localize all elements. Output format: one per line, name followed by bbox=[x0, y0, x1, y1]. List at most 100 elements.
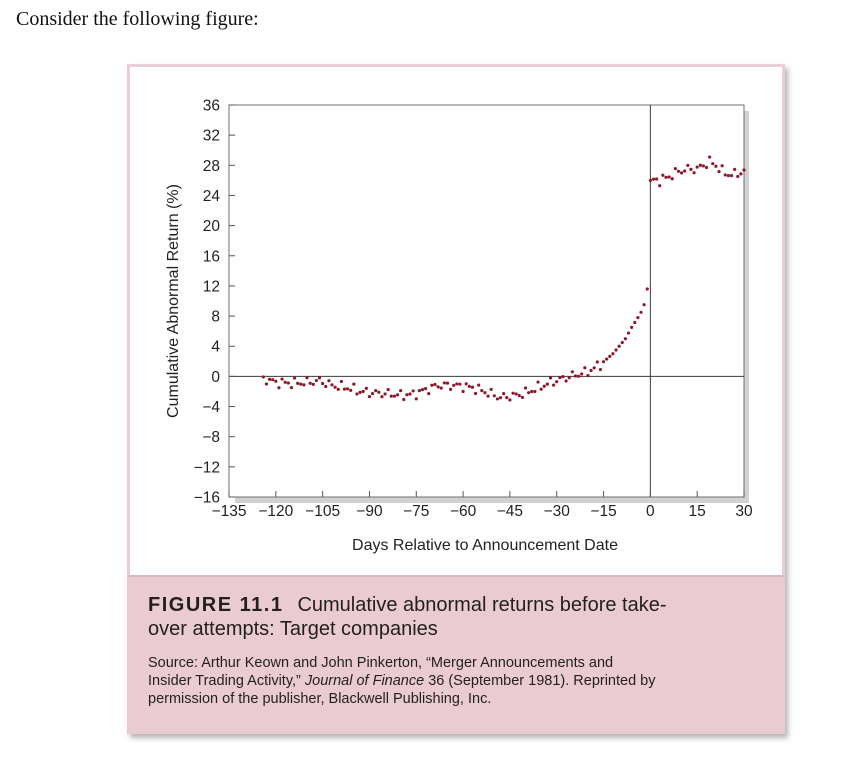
data-point bbox=[498, 396, 503, 400]
data-point bbox=[370, 392, 375, 396]
x-tick-label: −75 bbox=[403, 503, 429, 520]
data-point bbox=[461, 389, 465, 394]
data-point bbox=[686, 163, 690, 167]
data-point bbox=[477, 383, 481, 387]
data-point bbox=[314, 378, 318, 383]
caption-title-line-2: over attempts: Target companies bbox=[148, 618, 438, 640]
x-axis-label: Days Relative to Announcement Date bbox=[352, 537, 618, 554]
data-point bbox=[489, 387, 493, 392]
y-tick-label: 24 bbox=[203, 188, 221, 205]
data-point bbox=[683, 169, 687, 173]
x-tick-label: −15 bbox=[590, 503, 616, 520]
data-point bbox=[392, 394, 397, 398]
data-point bbox=[449, 387, 453, 391]
data-point bbox=[367, 394, 372, 399]
source-text-4: permission of the publisher, Blackwell P… bbox=[148, 691, 492, 707]
data-point bbox=[701, 164, 706, 168]
data-point bbox=[661, 173, 665, 177]
data-point bbox=[292, 376, 297, 380]
data-point bbox=[302, 383, 306, 387]
data-point bbox=[389, 394, 393, 398]
data-point bbox=[720, 164, 724, 168]
data-point bbox=[442, 381, 446, 385]
data-point bbox=[573, 374, 578, 378]
data-point bbox=[342, 387, 347, 391]
x-tick-label: −30 bbox=[544, 503, 571, 520]
data-point bbox=[514, 392, 518, 396]
data-point bbox=[664, 175, 668, 179]
data-point bbox=[667, 175, 671, 179]
y-tick-label: −12 bbox=[194, 459, 220, 476]
x-tick-label: −60 bbox=[450, 503, 477, 520]
data-point bbox=[561, 375, 565, 379]
y-tick-label: 4 bbox=[211, 339, 220, 356]
data-point bbox=[305, 376, 309, 380]
data-point bbox=[601, 360, 606, 364]
data-point bbox=[324, 384, 328, 389]
data-point bbox=[717, 169, 721, 174]
data-point bbox=[286, 381, 290, 385]
data-point bbox=[280, 377, 284, 381]
data-point bbox=[327, 379, 331, 383]
data-point bbox=[623, 337, 627, 341]
data-point bbox=[308, 381, 312, 385]
data-point bbox=[723, 173, 727, 177]
data-point bbox=[598, 367, 603, 372]
data-point bbox=[321, 381, 325, 386]
data-point bbox=[739, 172, 743, 176]
reference-lines bbox=[229, 105, 744, 497]
data-point bbox=[523, 386, 528, 390]
data-point bbox=[261, 375, 265, 379]
data-point bbox=[271, 378, 275, 382]
source-text-2: Insider Trading Activity,” bbox=[148, 673, 305, 689]
data-point bbox=[736, 174, 740, 179]
data-point bbox=[555, 380, 559, 384]
data-point bbox=[527, 391, 531, 395]
data-point bbox=[564, 379, 568, 383]
y-axis: 36 32 28 24 20 16 12 8 4 0 −4 −8 −12 −16 bbox=[194, 98, 235, 507]
data-point bbox=[542, 384, 546, 388]
data-point bbox=[567, 376, 571, 380]
data-point bbox=[576, 374, 581, 378]
data-point bbox=[539, 387, 543, 391]
data-point bbox=[458, 382, 462, 386]
data-point bbox=[445, 381, 450, 385]
data-point bbox=[733, 167, 737, 171]
data-point bbox=[495, 397, 500, 401]
data-point bbox=[383, 392, 387, 396]
caption-source: Source: Arthur Keown and John Pinkerton,… bbox=[148, 654, 765, 708]
data-point bbox=[439, 386, 443, 390]
data-point bbox=[486, 394, 490, 398]
data-point bbox=[614, 348, 618, 352]
data-point bbox=[729, 173, 734, 178]
data-point bbox=[355, 392, 359, 396]
data-point bbox=[633, 320, 637, 325]
data-point bbox=[605, 357, 609, 361]
data-point bbox=[470, 385, 475, 389]
data-point bbox=[395, 393, 400, 397]
x-tick-label: −120 bbox=[258, 503, 293, 520]
data-point bbox=[520, 395, 524, 399]
y-axis-label: Cumulative Abnormal Return (%) bbox=[165, 184, 182, 418]
data-point bbox=[655, 177, 659, 181]
data-point bbox=[711, 162, 715, 166]
data-point bbox=[330, 383, 334, 387]
data-point bbox=[417, 388, 421, 393]
plot-area bbox=[228, 104, 745, 498]
data-point bbox=[427, 392, 431, 396]
data-point bbox=[349, 388, 353, 392]
data-point bbox=[480, 389, 484, 393]
data-point bbox=[452, 383, 456, 388]
y-tick-label: −16 bbox=[194, 490, 220, 507]
data-point bbox=[698, 163, 702, 167]
data-point bbox=[589, 368, 593, 373]
y-tick-label: 16 bbox=[203, 248, 220, 265]
data-points bbox=[261, 155, 746, 402]
source-text-1: Source: Arthur Keown and John Pinkerton,… bbox=[148, 655, 614, 671]
data-point bbox=[511, 391, 515, 395]
data-point bbox=[583, 366, 587, 370]
data-point bbox=[726, 174, 730, 178]
data-point bbox=[420, 388, 425, 392]
data-point bbox=[267, 377, 272, 381]
data-point bbox=[336, 387, 340, 391]
